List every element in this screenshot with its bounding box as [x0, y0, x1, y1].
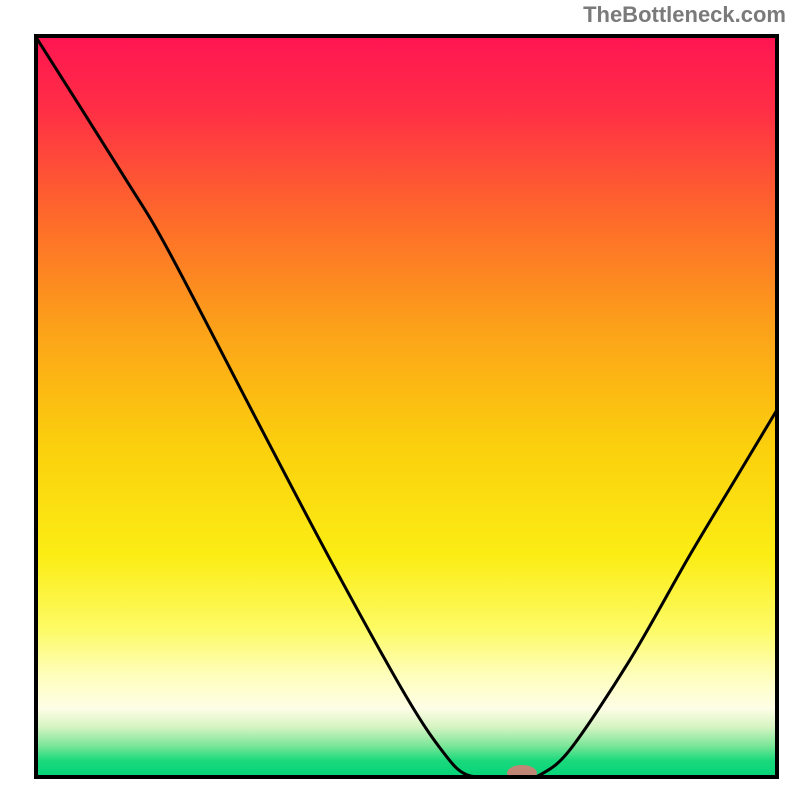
gradient-background: [34, 34, 779, 779]
chart-container: TheBottleneck.com: [0, 0, 800, 800]
bottleneck-chart: [0, 0, 800, 800]
watermark-text: TheBottleneck.com: [583, 2, 786, 28]
